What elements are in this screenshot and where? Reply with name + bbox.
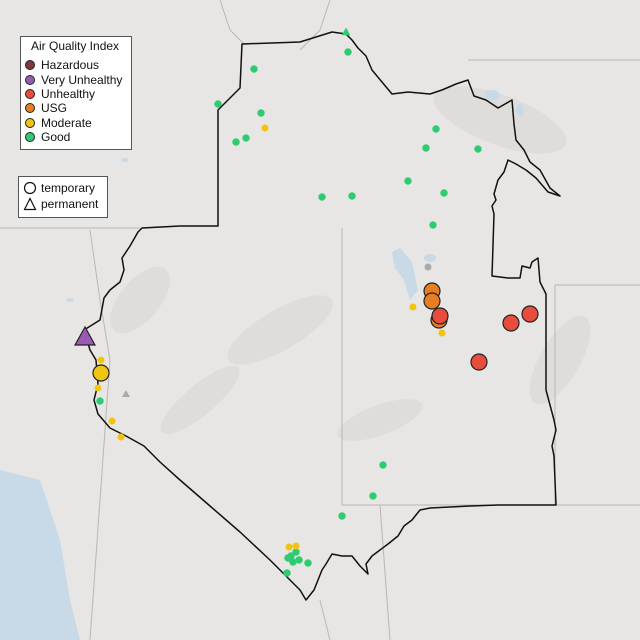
site-marker bbox=[284, 554, 292, 562]
legend-label: Good bbox=[41, 130, 71, 144]
site-marker-unhealthy bbox=[431, 307, 449, 325]
legend-label: USG bbox=[41, 101, 68, 115]
site-marker bbox=[440, 189, 448, 197]
site-marker-unhealthy bbox=[470, 353, 488, 371]
region-boundary bbox=[83, 31, 561, 601]
site-marker bbox=[424, 263, 432, 271]
site-marker bbox=[429, 221, 437, 229]
hazardous-swatch bbox=[25, 60, 35, 70]
site-marker bbox=[344, 48, 352, 56]
site-marker bbox=[474, 145, 482, 153]
site-marker bbox=[97, 356, 105, 364]
site-marker bbox=[292, 542, 300, 550]
triangle-icon bbox=[23, 197, 37, 211]
site-marker-unhealthy bbox=[521, 305, 539, 323]
site-marker bbox=[318, 193, 326, 201]
circle-icon bbox=[23, 181, 37, 195]
nodata-sites bbox=[122, 263, 432, 397]
good-sites bbox=[96, 27, 482, 577]
site-marker bbox=[257, 109, 265, 117]
site-marker bbox=[108, 417, 116, 425]
site-marker-moderate bbox=[92, 364, 110, 382]
good-swatch bbox=[25, 132, 35, 142]
legend-label: temporary bbox=[41, 181, 96, 195]
usg-swatch bbox=[25, 103, 35, 113]
site-marker bbox=[304, 559, 312, 567]
site-marker bbox=[404, 177, 412, 185]
terrain-shading bbox=[110, 86, 591, 441]
site-marker bbox=[242, 134, 250, 142]
legend-item-good: Good bbox=[25, 130, 70, 144]
legend-label: Hazardous bbox=[41, 58, 100, 72]
site-marker bbox=[261, 124, 269, 132]
aqi-legend: Air Quality Index Hazardous Very Unhealt… bbox=[20, 36, 132, 150]
legend-label: Very Unhealthy bbox=[41, 73, 123, 87]
site-marker bbox=[379, 461, 387, 469]
site-marker bbox=[432, 125, 440, 133]
legend-item-hazardous: Hazardous bbox=[25, 58, 99, 72]
site-marker bbox=[96, 397, 104, 405]
very-unhealthy-swatch bbox=[25, 75, 35, 85]
site-marker bbox=[289, 558, 297, 566]
moderate-sites bbox=[94, 124, 446, 551]
legend-item-usg: USG bbox=[25, 101, 67, 115]
legend-item-very-unhealthy: Very Unhealthy bbox=[25, 73, 122, 87]
site-marker bbox=[250, 65, 258, 73]
site-marker-very-unhealthy bbox=[73, 325, 97, 346]
site-marker bbox=[122, 390, 130, 397]
site-marker bbox=[94, 384, 102, 392]
elevated-sites bbox=[73, 282, 539, 382]
unhealthy-swatch bbox=[25, 89, 35, 99]
site-type-legend: temporary permanent bbox=[18, 176, 108, 218]
legend-item-moderate: Moderate bbox=[25, 116, 92, 130]
site-marker bbox=[292, 548, 300, 556]
site-marker-usg bbox=[423, 292, 441, 310]
legend-label: permanent bbox=[41, 197, 99, 211]
site-marker bbox=[369, 492, 377, 500]
legend-label: Unhealthy bbox=[41, 87, 96, 101]
legend-item-unhealthy: Unhealthy bbox=[25, 87, 95, 101]
site-marker bbox=[341, 27, 351, 36]
site-marker bbox=[285, 543, 293, 551]
site-marker bbox=[232, 138, 240, 146]
legend-title: Air Quality Index bbox=[31, 39, 120, 53]
legend-label: Moderate bbox=[41, 116, 92, 130]
lakes bbox=[66, 90, 524, 302]
site-marker-unhealthy bbox=[502, 314, 520, 332]
site-marker bbox=[348, 192, 356, 200]
site-marker bbox=[117, 433, 125, 441]
legend-item-permanent: permanent bbox=[23, 197, 98, 211]
site-marker bbox=[409, 303, 417, 311]
site-marker bbox=[214, 100, 222, 108]
site-marker bbox=[422, 144, 430, 152]
site-marker bbox=[338, 512, 346, 520]
moderate-swatch bbox=[25, 118, 35, 128]
site-marker bbox=[283, 569, 291, 577]
legend-item-temporary: temporary bbox=[23, 181, 95, 195]
site-marker bbox=[438, 329, 446, 337]
ocean bbox=[0, 470, 80, 640]
